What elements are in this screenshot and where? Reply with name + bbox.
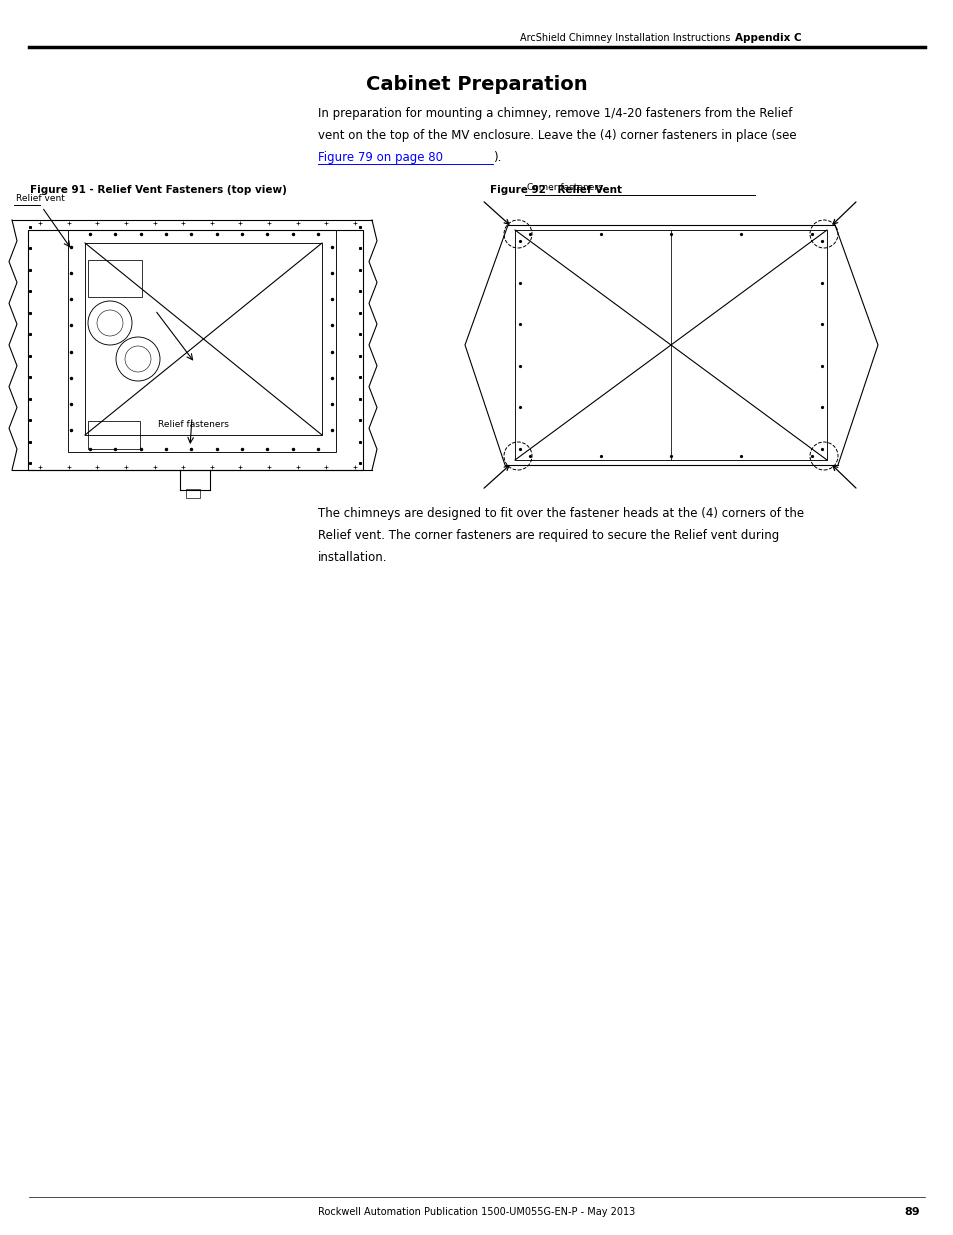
Text: vent on the top of the MV enclosure. Leave the (4) corner fasteners in place (se: vent on the top of the MV enclosure. Lea… bbox=[317, 128, 796, 142]
Bar bbox=[88, 261, 142, 296]
Bar bbox=[68, 230, 335, 452]
Text: ).: ). bbox=[493, 151, 501, 164]
Bar bbox=[88, 421, 140, 450]
Bar bbox=[515, 230, 826, 459]
Bar bbox=[85, 243, 322, 435]
Bar bbox=[28, 230, 363, 471]
Text: 89: 89 bbox=[903, 1207, 919, 1216]
Text: Figure 91 - Relief Vent Fasteners (top view): Figure 91 - Relief Vent Fasteners (top v… bbox=[30, 185, 287, 195]
Text: Cabinet Preparation: Cabinet Preparation bbox=[366, 75, 587, 94]
Text: installation.: installation. bbox=[317, 551, 387, 564]
Bar bbox=[186, 489, 200, 498]
Text: Relief vent. The corner fasteners are required to secure the Relief vent during: Relief vent. The corner fasteners are re… bbox=[317, 529, 779, 542]
Text: ArcShield Chimney Installation Instructions: ArcShield Chimney Installation Instructi… bbox=[519, 33, 729, 43]
Text: Corner fasteners: Corner fasteners bbox=[526, 183, 602, 191]
Text: Figure 92 - Relief Vent: Figure 92 - Relief Vent bbox=[490, 185, 621, 195]
Text: Rockwell Automation Publication 1500-UM055G-EN-P - May 2013: Rockwell Automation Publication 1500-UM0… bbox=[318, 1207, 635, 1216]
Text: The chimneys are designed to fit over the fastener heads at the (4) corners of t: The chimneys are designed to fit over th… bbox=[317, 508, 803, 520]
Text: Appendix C: Appendix C bbox=[734, 33, 801, 43]
Text: Relief vent: Relief vent bbox=[16, 194, 65, 203]
Text: Figure 79 on page 80: Figure 79 on page 80 bbox=[317, 151, 442, 164]
Text: Relief fasteners: Relief fasteners bbox=[158, 420, 229, 429]
Text: In preparation for mounting a chimney, remove 1/4-20 fasteners from the Relief: In preparation for mounting a chimney, r… bbox=[317, 107, 792, 120]
